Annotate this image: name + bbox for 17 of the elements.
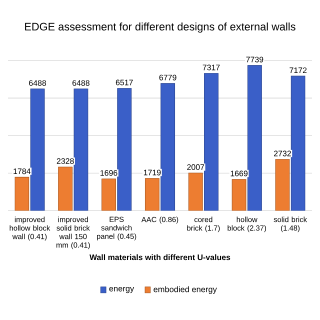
bar (14, 176, 30, 211)
bar (232, 179, 246, 211)
bar (275, 159, 290, 211)
bar (58, 166, 73, 211)
legend-label: energy (109, 286, 134, 294)
bar (117, 88, 132, 211)
bar (144, 178, 160, 211)
bar (30, 88, 45, 211)
bar (160, 83, 176, 211)
bar (204, 73, 218, 211)
bar (74, 88, 88, 211)
bar (290, 76, 306, 211)
legend-label: embodied energy (154, 286, 217, 294)
bar (247, 65, 262, 211)
chart-title: EDGE assessment for different designs of external walls (25, 22, 296, 33)
bar (188, 172, 203, 211)
bar (102, 178, 116, 211)
